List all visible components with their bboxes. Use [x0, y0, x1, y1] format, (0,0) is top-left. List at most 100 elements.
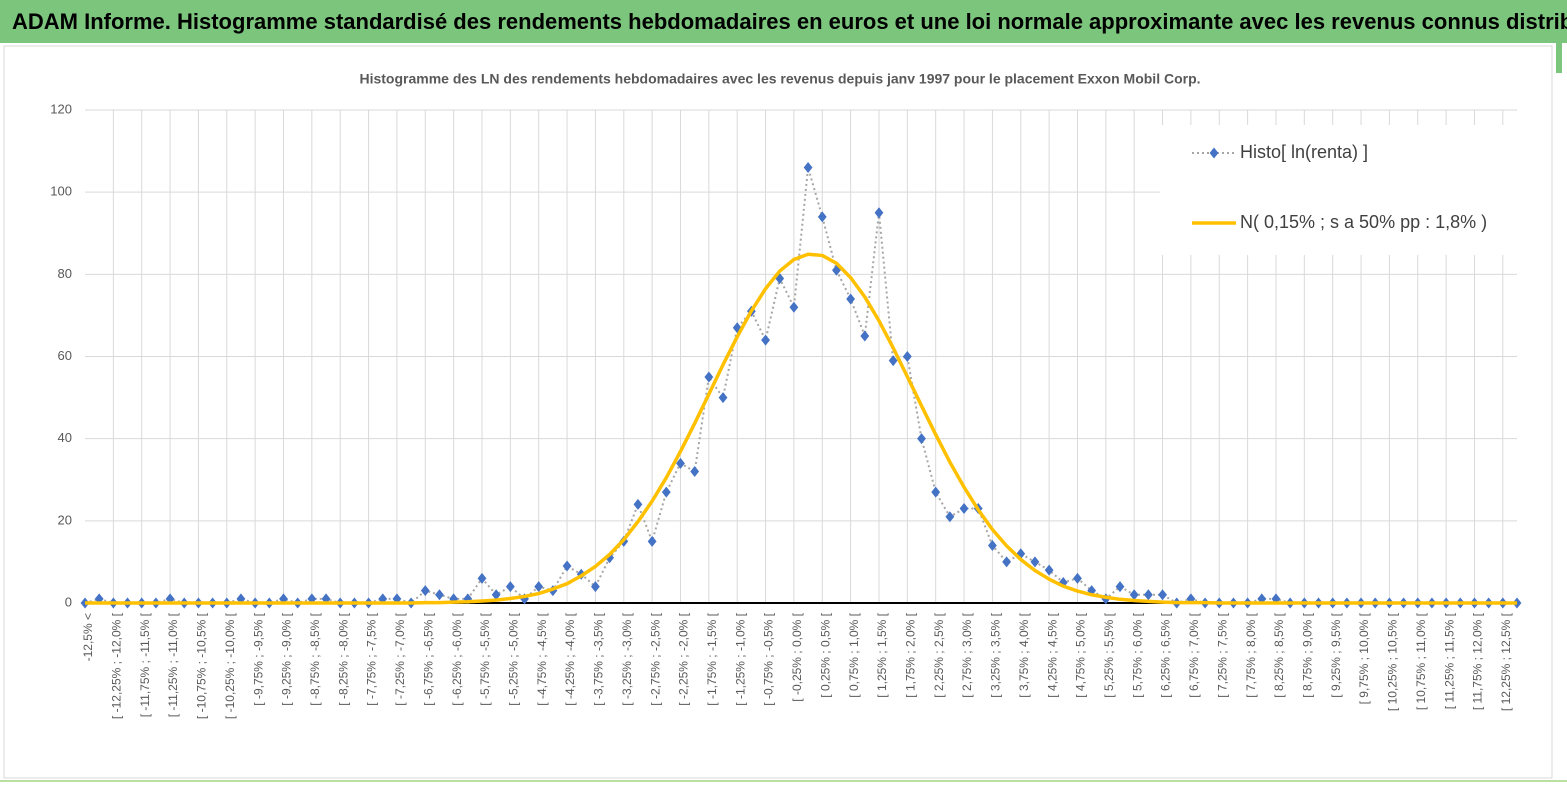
x-tick-label: [ -10,75% ; -10,5% [ [195, 612, 209, 719]
data-point [860, 330, 870, 342]
data-point [420, 585, 430, 597]
x-tick-label: [ 5,25% ; 5,5% [ [1102, 612, 1116, 697]
legend-label: Histo[ ln(renta) ] [1240, 142, 1368, 162]
x-tick-label: [ 9,75% ; 10,0% [ [1357, 612, 1371, 704]
chart-frame [3, 45, 1553, 779]
x-tick-label: [ -6,25% ; -6,0% [ [450, 612, 464, 705]
chart-title: Histogramme des LN des rendements hebdom… [359, 71, 1200, 87]
y-tick-label: 20 [58, 512, 72, 527]
x-tick-label: [ -11,75% ; -11,5% [ [138, 612, 152, 717]
data-point [1158, 589, 1167, 601]
data-point [817, 211, 827, 223]
x-tick-label: [ -4,75% ; -4,5% [ [535, 612, 549, 705]
page-title: ADAM Informe. Histogramme standardisé de… [12, 9, 1567, 34]
data-point [505, 581, 515, 593]
x-tick-label: [ 9,25% ; 9,5% [ [1329, 612, 1343, 697]
x-tick-label: [ 1,75% ; 2,0% [ [904, 612, 918, 697]
data-point [888, 355, 898, 367]
data-point [902, 351, 912, 362]
header-bar [0, 0, 1567, 43]
x-tick-label: [ 11,25% ; 11,5% [ [1442, 612, 1456, 709]
data-point [676, 457, 685, 469]
x-tick-label: [ -1,75% ; -1,5% [ [705, 612, 719, 705]
x-tick-label: [ 2,25% ; 2,5% [ [932, 612, 946, 697]
x-tick-label: [ 3,25% ; 3,5% [ [989, 612, 1003, 697]
x-tick-label: [ -11,25% ; -11,0% [ [166, 612, 180, 717]
x-tick-label: [ 0,25% ; 0,5% [ [818, 612, 832, 697]
x-tick-label: [ 4,25% ; 4,5% [ [1045, 612, 1059, 697]
legend-label: N( 0,15% ; s a 50% pp : 1,8% ) [1240, 212, 1487, 232]
legend-bg [1160, 125, 1520, 255]
x-tick-label: [ 10,75% ; 11,0% [ [1414, 612, 1428, 710]
data-point [1030, 556, 1040, 568]
x-tick-label: [ 2,75% ; 3,0% [ [960, 612, 974, 697]
data-point [562, 560, 572, 572]
x-tick-label: [ -1,25% ; -1,0% [ [733, 612, 747, 705]
legend-marker [1209, 147, 1219, 159]
y-tick-label: 40 [58, 430, 72, 445]
x-tick-label: [ -2,25% ; -2,0% [ [677, 612, 691, 705]
data-point [874, 207, 884, 219]
data-point [718, 392, 728, 404]
x-tick-label: [ -2,75% ; -2,5% [ [648, 612, 662, 705]
x-tick-label: [ 6,25% ; 6,5% [ [1159, 612, 1173, 697]
data-point [279, 593, 288, 605]
x-tick-label: [ 7,25% ; 7,5% [ [1215, 612, 1229, 697]
data-point [789, 301, 799, 313]
x-tick-label: [ 8,75% ; 9,0% [ [1300, 612, 1314, 697]
data-point [988, 539, 997, 551]
x-tick-label: [ -8,75% ; -8,5% [ [308, 612, 322, 705]
data-point [1129, 589, 1139, 601]
x-tick-label: [ 8,25% ; 8,5% [ [1272, 612, 1286, 697]
data-point [1058, 576, 1068, 588]
data-point [1002, 556, 1011, 568]
grid [85, 109, 1517, 604]
x-tick-label: [ -6,75% ; -6,5% [ [421, 612, 435, 705]
labels: 0 20 40 60 80 100 120 -12,5% < [ -12,25% ; -12,0… [50, 101, 1513, 719]
y-tick-label: 120 [50, 101, 72, 116]
x-tick-label: [ -4,25% ; -4,0% [ [563, 612, 577, 705]
data-point [1073, 572, 1082, 584]
data-point [690, 466, 700, 478]
legend-box [1160, 125, 1520, 255]
x-tick-label: [ -8,25% ; -8,0% [ [336, 612, 350, 705]
x-tick-label: [ -7,25% ; -7,0% [ [393, 612, 407, 705]
data-point [931, 486, 941, 498]
data-point [846, 293, 856, 305]
data-point [591, 581, 600, 593]
x-tick-label: [ 10,25% ; 10,5% [ [1386, 612, 1400, 711]
x-tick-label: -12,5% < [81, 613, 95, 661]
marks [80, 162, 1522, 609]
x-tick-label: [ -3,25% ; -3,0% [ [620, 612, 634, 705]
x-tick-label: [ -5,75% ; -5,5% [ [478, 612, 492, 705]
x-tick-label: [ 4,75% ; 5,0% [ [1074, 612, 1088, 697]
header-tab [1556, 43, 1562, 73]
x-tick-label: [ -9,25% ; -9,0% [ [280, 612, 294, 705]
data-point [435, 589, 444, 601]
data-point [534, 581, 544, 593]
x-tick-label: [ -12,25% ; -12,0% [ [110, 612, 124, 719]
data-point [633, 498, 643, 510]
data-point [1257, 593, 1267, 605]
x-tick-label: [ -0,75% ; -0,5% [ [762, 612, 776, 705]
x-tick-label: [ 3,75% ; 4,0% [ [1017, 612, 1031, 697]
data-point [463, 593, 473, 605]
data-point [945, 511, 955, 523]
data-point [477, 572, 487, 584]
series-line [85, 252, 1517, 605]
data-point [1143, 589, 1153, 601]
data-point [491, 589, 501, 601]
data-point [647, 535, 657, 547]
data-point [661, 486, 671, 498]
x-tick-label: [ -3,75% ; -3,5% [ [592, 612, 606, 705]
x-tick-label: [ 11,75% ; 12,0% [ [1471, 612, 1485, 710]
data-point [803, 162, 813, 174]
x-tick-label: [ -7,75% ; -7,5% [ [365, 612, 379, 705]
data-point [1186, 593, 1196, 605]
x-tick-label: [ 1,25% ; 1,5% [ [875, 612, 889, 697]
data-point [704, 371, 714, 383]
data-point [449, 593, 459, 605]
x-tick-label: [ -5,25% ; -5,0% [ [507, 612, 521, 705]
